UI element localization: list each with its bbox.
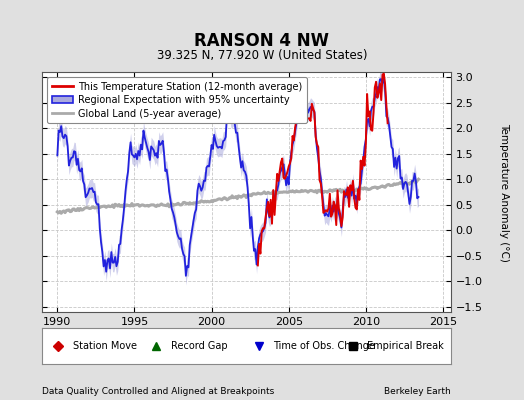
Text: Record Gap: Record Gap	[171, 341, 227, 351]
Text: Station Move: Station Move	[72, 341, 137, 351]
Text: Empirical Break: Empirical Break	[367, 341, 444, 351]
Y-axis label: Temperature Anomaly (°C): Temperature Anomaly (°C)	[499, 122, 509, 262]
Legend: This Temperature Station (12-month average), Regional Expectation with 95% uncer: This Temperature Station (12-month avera…	[47, 77, 307, 123]
Text: 39.325 N, 77.920 W (United States): 39.325 N, 77.920 W (United States)	[157, 49, 367, 62]
Text: Time of Obs. Change: Time of Obs. Change	[273, 341, 375, 351]
Text: Berkeley Earth: Berkeley Earth	[384, 387, 451, 396]
Text: RANSON 4 NW: RANSON 4 NW	[194, 32, 330, 50]
Text: Data Quality Controlled and Aligned at Breakpoints: Data Quality Controlled and Aligned at B…	[42, 387, 274, 396]
